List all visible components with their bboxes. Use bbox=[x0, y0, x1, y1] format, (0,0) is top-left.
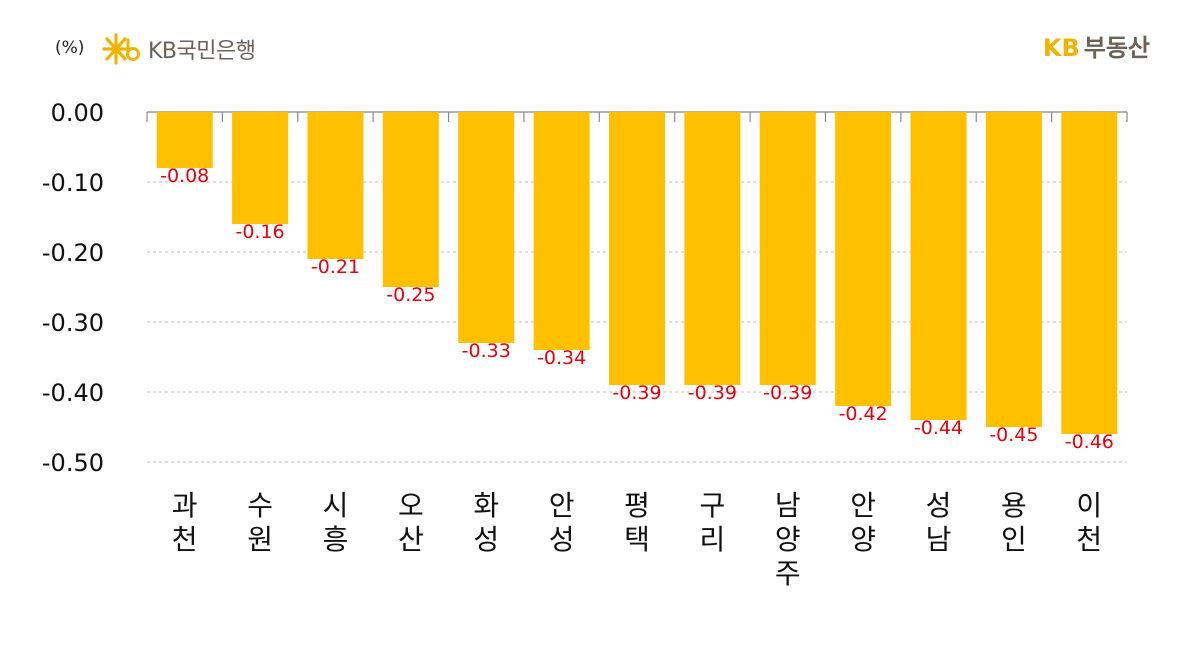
data-labels: -0.08 -0.16 -0.21 -0.25 -0.33 -0.34 -0.39 -0.39… bbox=[160, 165, 1114, 453]
kb-star-icon bbox=[102, 33, 140, 65]
y-tick-label: -0.20 bbox=[42, 239, 104, 267]
bar-2 bbox=[232, 112, 289, 224]
data-label: -0.45 bbox=[989, 424, 1038, 446]
data-label: -0.21 bbox=[311, 256, 360, 278]
data-label: -0.08 bbox=[160, 165, 209, 187]
bar-10 bbox=[835, 112, 892, 406]
data-label: -0.39 bbox=[612, 382, 661, 404]
data-label: -0.39 bbox=[688, 382, 737, 404]
y-tick-label: 0.00 bbox=[51, 99, 104, 127]
kb-bank-logo: KB국민은행 bbox=[102, 32, 256, 66]
data-label: -0.44 bbox=[914, 417, 963, 439]
bar-12 bbox=[985, 112, 1042, 427]
bar-8 bbox=[684, 112, 741, 385]
category-labels: 과 천 수 원 시 흥 오 산 화 성 안 성 평 택 구 리 남 양 주 안 양 성 남 용 인 이 천 bbox=[172, 489, 1102, 590]
bar-7 bbox=[609, 112, 665, 385]
bar-9 bbox=[759, 112, 816, 385]
bar-6 bbox=[533, 112, 590, 350]
bar-5 bbox=[458, 112, 515, 343]
y-tick-label: -0.10 bbox=[42, 169, 104, 197]
bars bbox=[156, 112, 1118, 434]
y-axis-unit: (%) bbox=[55, 38, 85, 58]
bar-1 bbox=[156, 112, 213, 168]
data-label: -0.46 bbox=[1065, 431, 1114, 453]
bank-brand-name: KB국민은행 bbox=[148, 39, 256, 64]
y-tick-label: -0.50 bbox=[42, 449, 104, 477]
data-label: -0.33 bbox=[462, 340, 511, 362]
bar-4 bbox=[382, 112, 439, 287]
y-tick-label: -0.30 bbox=[42, 309, 104, 337]
data-label: -0.42 bbox=[839, 403, 888, 425]
y-tick-label: -0.40 bbox=[42, 379, 104, 407]
kb-estate-logo: KB 부동산 bbox=[1043, 28, 1150, 63]
bar-11 bbox=[910, 112, 967, 420]
bar-3 bbox=[307, 112, 364, 259]
kb-estate-text: 부동산 bbox=[1083, 34, 1150, 62]
kb-estate-mark: KB bbox=[1042, 34, 1080, 62]
data-label: -0.16 bbox=[235, 221, 284, 243]
data-label: -0.34 bbox=[537, 347, 586, 369]
data-label: -0.25 bbox=[386, 284, 435, 306]
data-label: -0.39 bbox=[763, 382, 812, 404]
bar-13 bbox=[1061, 112, 1118, 434]
y-axis-ticks: 0.00 -0.10 -0.20 -0.30 -0.40 -0.50 bbox=[42, 99, 104, 477]
